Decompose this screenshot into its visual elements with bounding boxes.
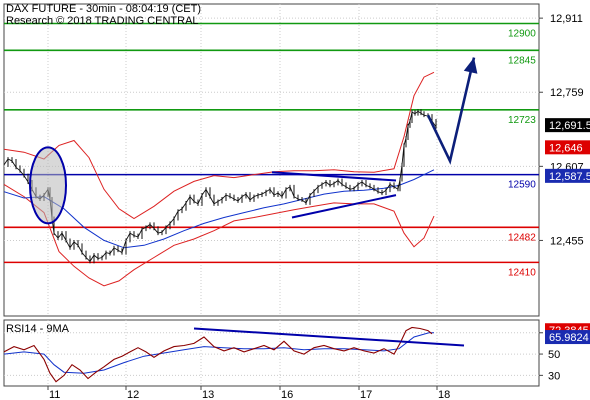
price-badge — [545, 140, 590, 155]
rsi-badges: 72.384565.9824 — [545, 323, 590, 345]
price-grid — [4, 4, 539, 316]
price-levels: 12900 12845 12723 12590 12482 12410 — [4, 22, 539, 278]
moving-average-line — [3, 169, 435, 249]
x-axis-label: 18 — [438, 389, 450, 400]
x-axis-label: 13 — [202, 389, 214, 400]
price-badge — [545, 168, 590, 183]
level-label: 12900 — [508, 29, 536, 40]
bollinger-lower-line — [3, 183, 435, 287]
price-badge-label: 12,587.5 — [549, 171, 590, 183]
price-annotations — [29, 57, 478, 225]
rsi-series — [3, 326, 465, 383]
price-series — [3, 71, 437, 287]
rsi-line — [3, 326, 433, 383]
price-panel: 12900 12845 12723 12590 12482 12410 12,911 12,… — [3, 3, 590, 317]
highlight-ellipse — [29, 146, 67, 225]
price-badge-label: 12,646 — [549, 142, 583, 154]
rsi-axis-label: 30 — [548, 370, 560, 382]
triangle-upper-trendline — [271, 171, 397, 182]
rsi-title: RSI14 - 9MA — [6, 323, 70, 335]
rsi-badge — [545, 330, 590, 345]
chart-title: DAX FUTURE - 30min - 08:04:19 (CET) — [6, 3, 201, 15]
forecast-arrow-head — [463, 57, 478, 74]
price-line — [3, 110, 437, 263]
level-label: 12590 — [508, 180, 536, 191]
x-axis-label: 17 — [360, 389, 372, 400]
rsi-ma-line — [3, 332, 434, 374]
x-axis-label: 12 — [127, 389, 139, 400]
research-label: Research © 2018 TRADING CENTRAL — [6, 15, 199, 27]
price-axis-label: 12,759 — [550, 87, 584, 99]
price-axis-label: 12,455 — [550, 235, 584, 247]
level-label: 12845 — [508, 55, 536, 66]
rsi-panel: 705030 72.384565.9824 RSI14 - 9MA — [3, 319, 590, 387]
price-axis-label: 12,911 — [550, 13, 583, 25]
rsi-trendline — [193, 327, 465, 347]
x-axis-label: 16 — [281, 389, 293, 400]
rsi-plot-frame — [3, 319, 540, 387]
x-axis-label: 11 — [49, 389, 60, 400]
rsi-badge-label: 65.9824 — [549, 332, 589, 344]
price-badge-label: 12,691.5 — [549, 120, 590, 132]
bollinger-upper-line — [3, 71, 435, 220]
level-label: 12723 — [508, 115, 536, 126]
forecast-arrow-line — [426, 57, 476, 165]
level-label: 12482 — [508, 232, 536, 243]
price-badges: 12,691.5 12,646 12,587.5 — [545, 118, 590, 183]
level-label: 12410 — [508, 267, 536, 278]
rsi-axis-label: 50 — [548, 349, 560, 361]
triangle-lower-trendline — [291, 194, 397, 219]
price-badge — [545, 118, 590, 133]
x-axis: 11 12 13 16 17 18 — [47, 386, 450, 400]
